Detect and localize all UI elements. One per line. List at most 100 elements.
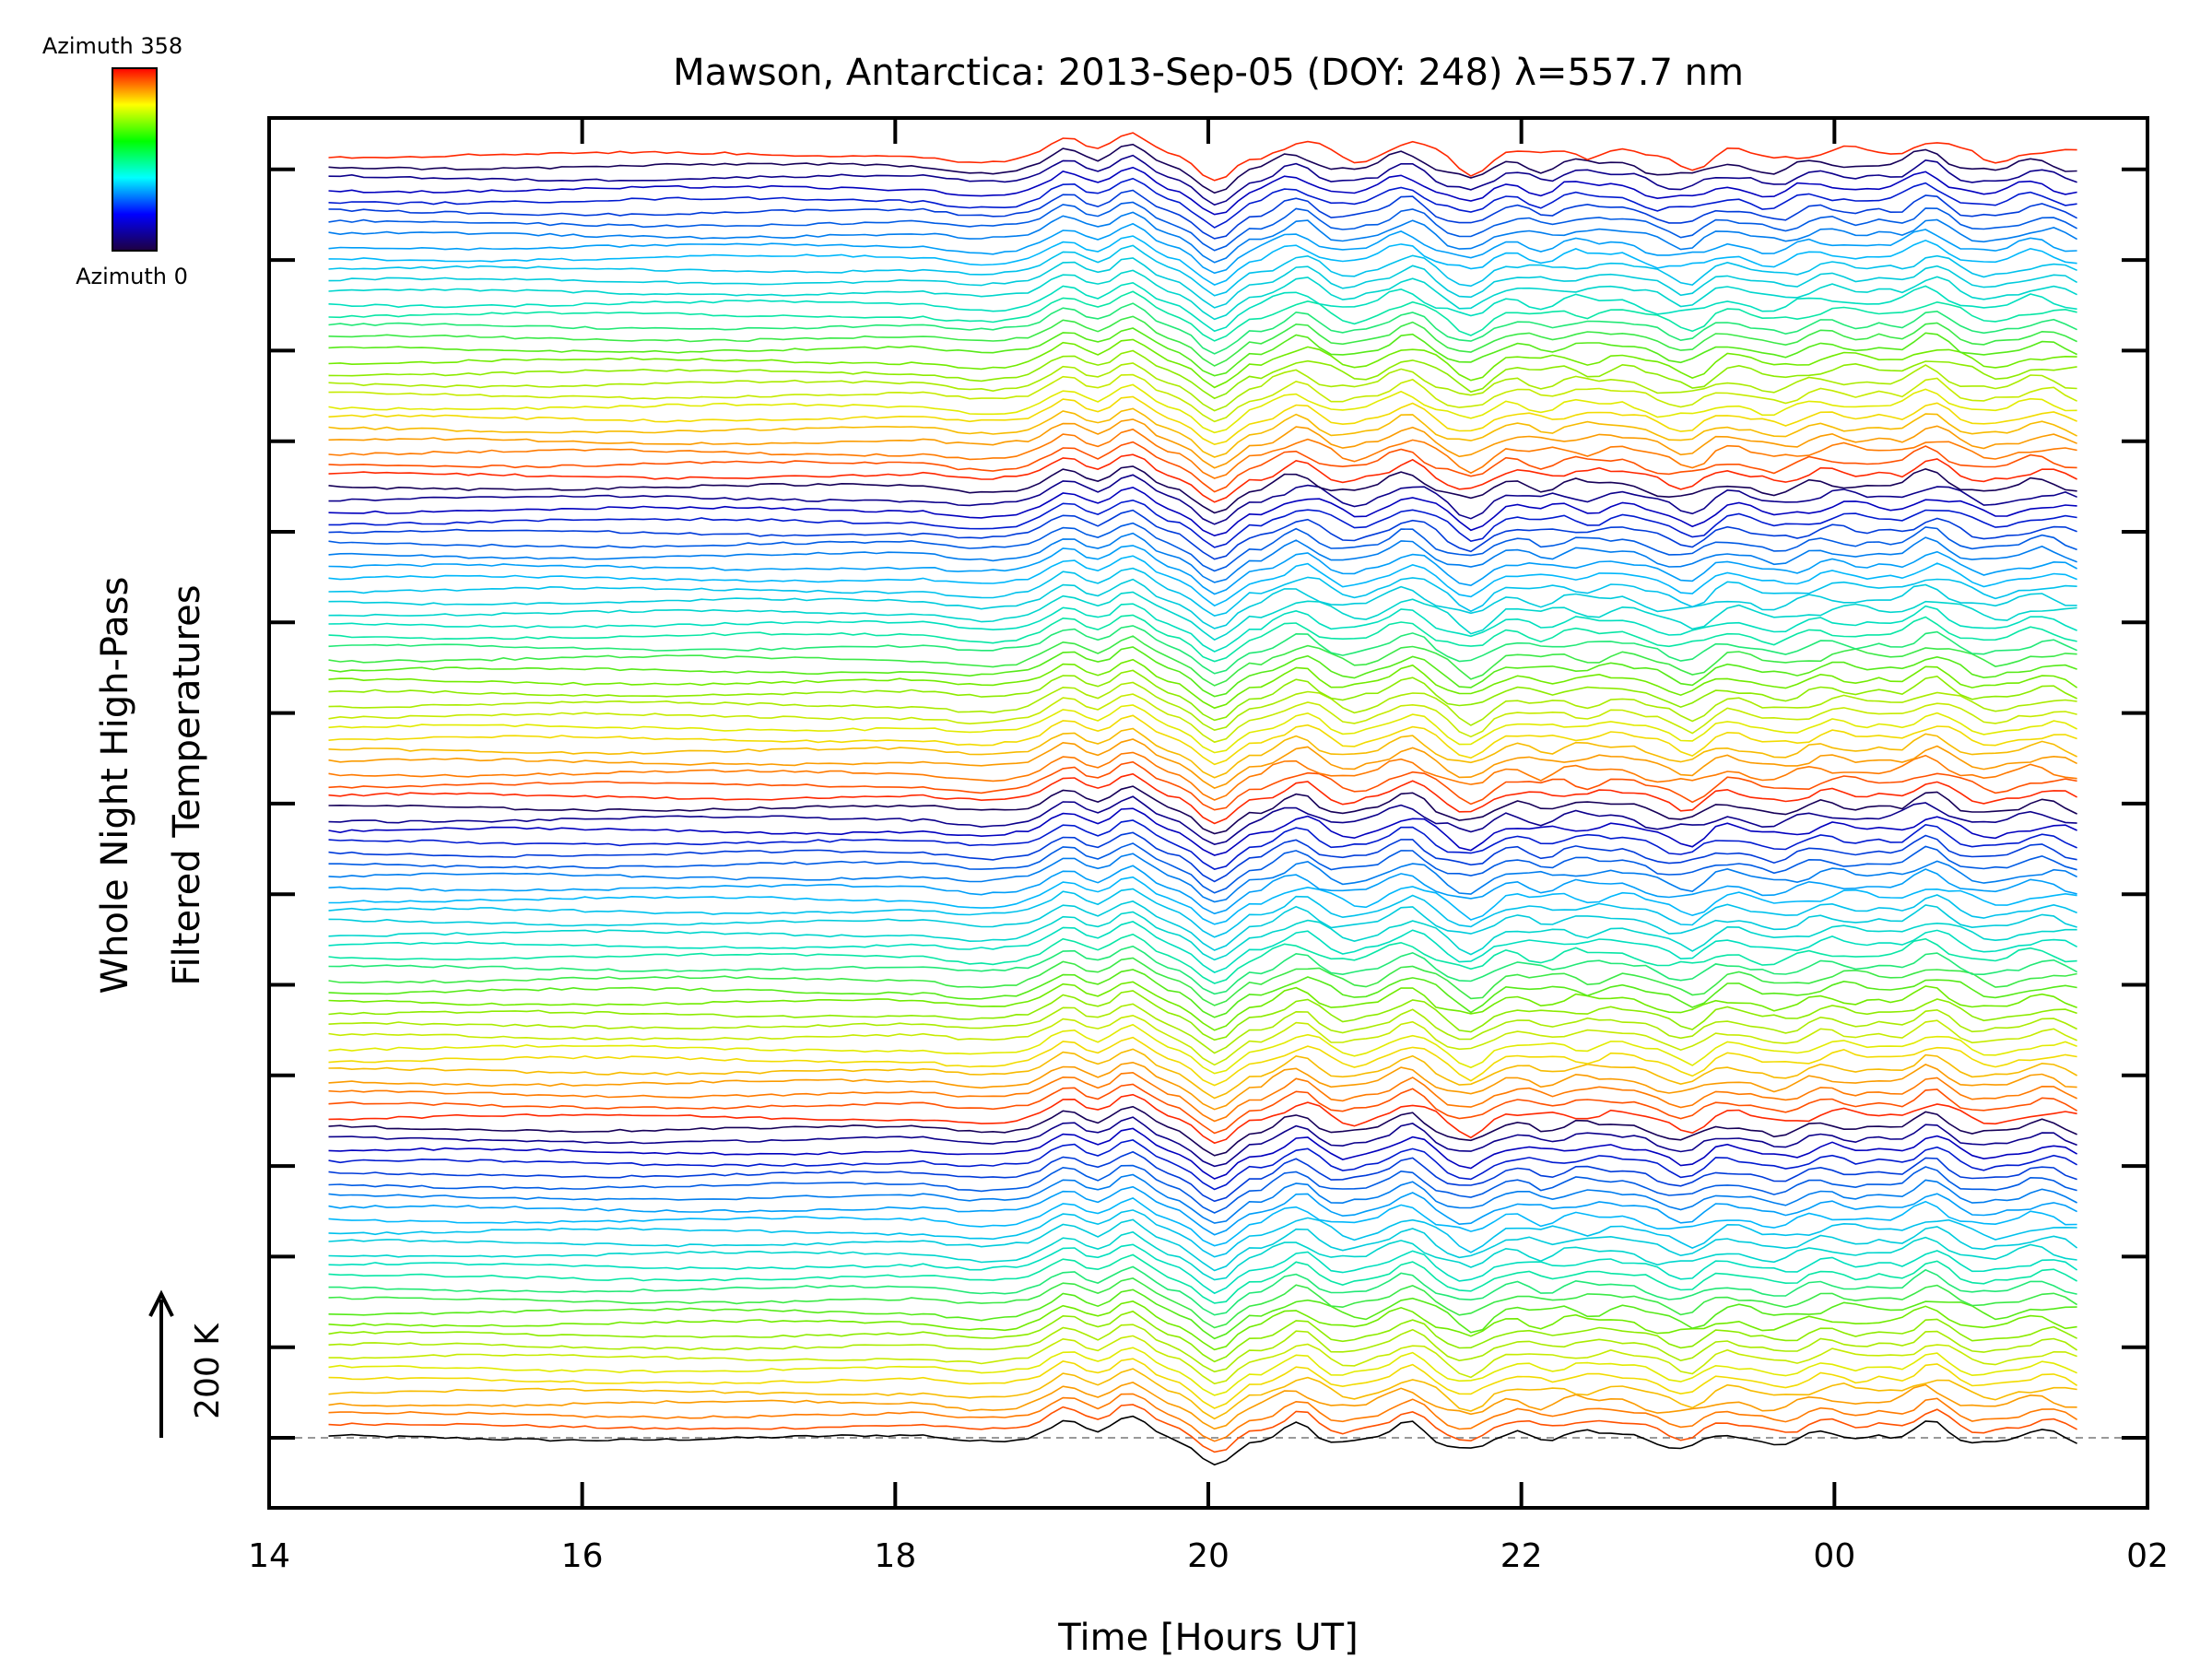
x-tick-label-20: 20	[1187, 1537, 1230, 1575]
series-line-86	[328, 428, 2077, 479]
series-line-22	[328, 1164, 2077, 1214]
series-line-82	[328, 474, 2077, 525]
series-line-107	[328, 189, 2077, 240]
series-line-72	[328, 591, 2077, 641]
series-line-63	[328, 693, 2077, 744]
series-line-111	[328, 143, 2077, 194]
series-line-1	[328, 1404, 2077, 1453]
series-line-62	[328, 704, 2077, 754]
x-tick-label-22: 22	[1500, 1537, 1543, 1575]
series-line-65	[328, 669, 2077, 722]
series-line-15	[328, 1243, 2078, 1295]
series-line-75	[328, 555, 2077, 607]
series-line-73	[328, 578, 2077, 629]
series-line-21	[328, 1173, 2077, 1224]
series-line-14	[328, 1253, 2077, 1304]
series-line-87	[328, 418, 2077, 469]
series-line-10	[328, 1300, 2077, 1351]
series-line-27	[328, 1105, 2077, 1157]
series-line-32	[328, 1048, 2077, 1100]
series-line-100	[328, 269, 2077, 321]
y-axis-label-line1: Whole Night High-Pass	[94, 577, 136, 994]
series-line-47	[328, 876, 2077, 925]
series-line-5	[328, 1358, 2078, 1409]
series-line-61	[328, 714, 2077, 766]
series-line-51	[328, 831, 2077, 883]
y-ticks	[269, 167, 2147, 1440]
x-tick-label-18: 18	[874, 1537, 916, 1575]
series-line-96	[328, 315, 2077, 367]
series-line-29	[328, 1083, 2078, 1135]
series-line-56	[328, 772, 2077, 825]
series-line-31	[328, 1061, 2077, 1111]
series-line-78	[328, 522, 2077, 572]
series-line-3	[328, 1382, 2077, 1430]
series-line-53	[328, 807, 2077, 856]
series-line-35	[328, 1014, 2077, 1066]
series-line-28	[328, 1093, 2077, 1145]
series-line-91	[328, 373, 2077, 423]
series-line-18	[328, 1209, 2077, 1258]
series-line-94	[328, 338, 2077, 389]
series-line-36	[328, 1003, 2077, 1054]
series-line-19	[328, 1197, 2077, 1247]
series-line-38	[328, 981, 2077, 1031]
y-axis-label: Whole Night High-Pass Filtered Temperatu…	[94, 577, 208, 994]
series-line-95	[328, 327, 2077, 377]
series-line-112	[328, 132, 2077, 182]
series-line-41	[328, 945, 2077, 995]
series-line-25	[328, 1127, 2077, 1180]
series-line-77	[328, 532, 2077, 583]
series-line-68	[328, 635, 2077, 687]
series-line-88	[328, 407, 2077, 458]
series-line-58	[328, 751, 2077, 801]
series-line-54	[328, 795, 2077, 845]
series-line-7	[328, 1335, 2077, 1385]
series-line-84	[328, 453, 2077, 503]
series-line-85	[328, 441, 2077, 493]
series-line-106	[328, 201, 2077, 252]
x-tick-label-16: 16	[561, 1537, 604, 1575]
series-line-26	[328, 1116, 2077, 1168]
colorbar-gradient	[112, 67, 158, 252]
series-line-80	[328, 499, 2077, 548]
series-line-76	[328, 545, 2077, 595]
series-line-74	[328, 567, 2077, 618]
series-line-109	[328, 166, 2077, 216]
series-line-79	[328, 509, 2077, 560]
series-line-6	[328, 1347, 2077, 1396]
scale-bar: 200 K	[148, 1289, 227, 1438]
series-line-44	[328, 911, 2077, 961]
series-line-49	[328, 853, 2077, 903]
colorbar-top-label: Azimuth 358	[42, 33, 182, 59]
series-line-9	[328, 1310, 2077, 1363]
series-line-23	[328, 1150, 2077, 1203]
series-line-8	[328, 1324, 2078, 1373]
series-line-101	[328, 257, 2077, 309]
x-tick-label-00: 00	[1813, 1537, 1855, 1575]
series-line-40	[328, 957, 2077, 1006]
series-line-98	[328, 290, 2077, 342]
series-line-12	[328, 1277, 2078, 1329]
series-line-64	[328, 681, 2077, 732]
series-line-105	[328, 211, 2077, 264]
series-line-2	[328, 1393, 2078, 1442]
series-line-43	[328, 921, 2077, 973]
series-line-83	[328, 465, 2077, 514]
series-line-66	[328, 658, 2078, 710]
series-line-46	[328, 888, 2077, 938]
series-line-24	[328, 1139, 2077, 1191]
series-line-103	[328, 235, 2077, 286]
series-line-4	[328, 1368, 2077, 1420]
x-tick-label-02: 02	[2126, 1537, 2169, 1575]
colorbar-bottom-label: Azimuth 0	[76, 264, 188, 289]
series-line-55	[328, 785, 2077, 835]
x-tick-label-14: 14	[248, 1537, 290, 1575]
series-line-59	[328, 738, 2077, 789]
series-line-39	[328, 969, 2077, 1018]
series-line-42	[328, 933, 2077, 984]
series-line-16	[328, 1230, 2077, 1281]
scale-bar-arrowhead	[148, 1289, 174, 1317]
series-line-93	[328, 349, 2077, 400]
series-line-37	[328, 990, 2077, 1041]
